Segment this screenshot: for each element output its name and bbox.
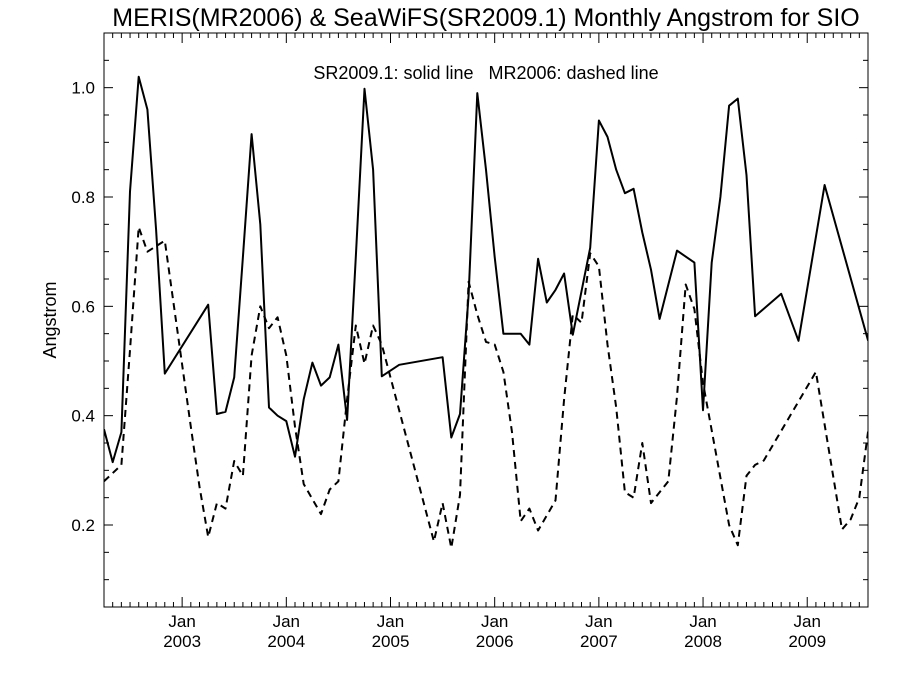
x-tick-year-label: 2006 [476,632,514,651]
plot-area: 0.20.40.60.81.0Jan2003Jan2004Jan2005Jan2… [71,32,869,651]
x-tick-year-label: 2003 [163,632,201,651]
x-tick-month-label: Jan [585,612,612,631]
series-line-sr2009-1 [104,75,868,464]
x-tick-year-label: 2004 [267,632,305,651]
x-tick-month-label: Jan [273,612,300,631]
x-tick-month-label: Jan [794,612,821,631]
x-tick-month-label: Jan [689,612,716,631]
x-tick-month-label: Jan [168,612,195,631]
x-tick-year-label: 2009 [788,632,826,651]
x-tick-year-label: 2005 [372,632,410,651]
x-tick-month-label: Jan [481,612,508,631]
legend-annotation: SR2009.1: solid line MR2006: dashed line [313,63,658,83]
y-tick-label: 0.2 [71,516,95,535]
y-axis-label: Angstrom [40,281,60,358]
y-tick-label: 1.0 [71,79,95,98]
plot-frame [103,32,869,608]
x-tick-year-label: 2008 [684,632,722,651]
y-tick-label: 0.4 [71,407,95,426]
x-tick-year-label: 2007 [580,632,618,651]
y-tick-label: 0.8 [71,188,95,207]
y-tick-label: 0.6 [71,297,95,316]
x-tick-month-label: Jan [377,612,404,631]
series-line-mr2006 [104,226,868,549]
chart-title: MERIS(MR2006) & SeaWiFS(SR2009.1) Monthl… [112,4,859,32]
